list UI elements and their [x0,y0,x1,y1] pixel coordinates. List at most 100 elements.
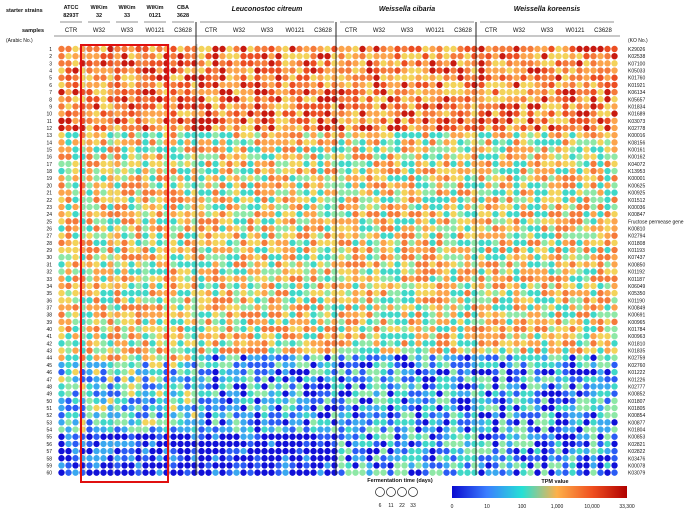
heatmap-dot [219,175,226,182]
heatmap-dot [352,196,359,203]
row-number: 24 [46,212,52,218]
heatmap-dot [254,304,261,311]
heatmap-dot [86,131,93,139]
heatmap-dot [289,289,296,297]
heatmap-dot [352,390,359,397]
heatmap-dot [156,182,163,189]
heatmap-dot [275,447,282,455]
heatmap-dot [534,361,541,369]
heatmap-dot [527,239,534,247]
heatmap-dot [611,67,618,74]
heatmap-dot [569,146,576,153]
heatmap-dot [555,297,562,304]
heatmap-dot [408,88,415,96]
ko-label: K02777 [628,384,645,390]
heatmap-dot [93,175,100,182]
heatmap-dot [289,239,296,247]
heatmap-dot [506,318,513,326]
heatmap-dot [205,347,212,354]
heatmap-dot [359,239,366,247]
heatmap-dot [303,117,310,125]
fermentation-circle [397,487,407,497]
heatmap-dot [401,218,408,225]
heatmap-dot [289,447,296,455]
heatmap-dot [177,60,184,67]
heatmap-dot [149,347,156,354]
heatmap-dot [331,419,338,426]
heatmap-dot [534,368,541,376]
heatmap-dot [576,325,583,333]
heatmap-dot [331,390,338,397]
heatmap-dot [576,419,583,426]
heatmap-dot [114,74,121,81]
heatmap-dot [492,289,499,297]
heatmap-dot [394,103,401,110]
heatmap-dot [121,404,128,412]
heatmap-dot [219,289,226,297]
heatmap-dot [471,117,478,125]
heatmap-dot [317,67,324,74]
heatmap-dot [492,239,499,247]
heatmap-dot [471,167,478,175]
heatmap-dot [359,81,366,89]
heatmap-dot [275,210,282,218]
heatmap-dot [114,383,121,390]
heatmap-dot [226,232,233,239]
ko-label: K01834 [628,104,645,110]
heatmap-dot [86,175,93,182]
heatmap-dot [527,60,534,67]
heatmap-dot [107,110,114,117]
heatmap-dot [534,60,541,67]
heatmap-dot [198,390,205,397]
heatmap-dot [149,268,156,275]
heatmap-dot [93,275,100,282]
heatmap-dot [345,182,352,189]
heatmap-dot [583,311,590,318]
heatmap-dot [345,376,352,383]
heatmap-dot [345,110,352,117]
heatmap-dot [436,96,443,103]
heatmap-dot [604,182,611,189]
heatmap-dot [331,210,338,218]
row-number: 34 [46,284,52,290]
heatmap-dot [72,196,79,203]
heatmap-dot [464,311,471,318]
heatmap-dot [534,67,541,74]
heatmap-dot [58,203,65,211]
heatmap-dot [261,397,268,405]
heatmap-dot [527,74,534,81]
heatmap-dot [569,254,576,261]
heatmap-dot [590,203,597,211]
heatmap-dot [170,96,177,103]
heatmap-dot [289,246,296,254]
heatmap-dot [590,397,597,405]
heatmap-dot [548,139,555,146]
heatmap-dot [191,440,198,448]
heatmap-dot [135,246,142,254]
heatmap-dot [380,469,387,476]
heatmap-dot [597,304,604,311]
heatmap-dot [471,45,478,53]
heatmap-dot [429,297,436,304]
heatmap-dot [352,311,359,318]
heatmap-dot [359,433,366,440]
heatmap-dot [142,354,149,361]
heatmap-dot [268,45,275,53]
heatmap-dot [387,88,394,96]
heatmap-dot [93,124,100,132]
heatmap-dot [170,254,177,261]
heatmap-dot [457,347,464,354]
heatmap-dot [583,218,590,225]
heatmap-dot [576,282,583,290]
heatmap-dot [282,67,289,74]
heatmap-dot [205,297,212,304]
heatmap-dot [499,175,506,182]
heatmap-dot [527,67,534,74]
heatmap-dot [149,210,156,218]
heatmap-dot [401,275,408,282]
heatmap-dot [408,376,415,383]
heatmap-dot [226,167,233,175]
heatmap-dot [534,139,541,146]
heatmap-dot [548,67,555,74]
heatmap-dot [394,368,401,376]
